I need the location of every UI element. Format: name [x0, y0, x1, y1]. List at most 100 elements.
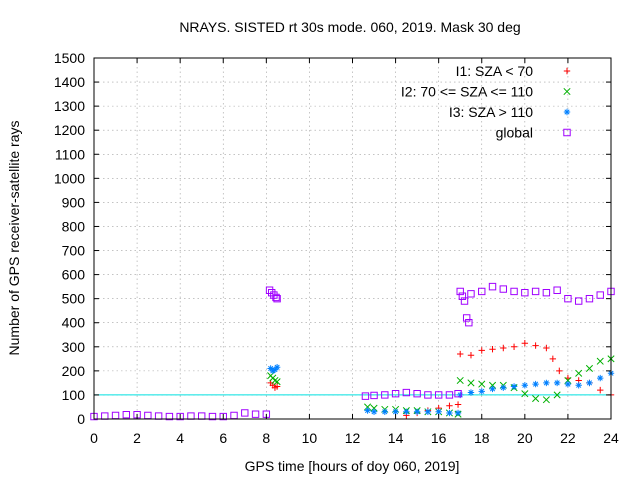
point-global: [478, 287, 486, 296]
point-i3-sza-110: [597, 374, 604, 382]
point-global: [251, 410, 260, 418]
point-global: [454, 390, 462, 398]
y-tick-label: 100: [62, 387, 86, 403]
point-i1-sza-70: [478, 347, 485, 354]
point-global: [381, 391, 389, 399]
point-global: [219, 412, 227, 421]
point-i1-sza-70: [521, 339, 529, 347]
x-tick-label: 24: [603, 430, 619, 446]
point-i1-sza-70: [273, 383, 281, 390]
point-global: [531, 287, 540, 296]
point-i2-70-sza-110: [596, 357, 604, 365]
y-tick-label: 1000: [54, 170, 85, 186]
point-global: [434, 391, 443, 399]
x-tick-label: 16: [431, 430, 447, 446]
point-i3-sza-110: [510, 383, 518, 390]
y-tick-label: 200: [62, 363, 86, 379]
legend-marker: [563, 87, 571, 96]
x-tick-label: 0: [90, 430, 98, 446]
point-i3-sza-110: [500, 384, 507, 391]
point-i3-sza-110: [446, 409, 453, 417]
point-i3-sza-110: [267, 365, 274, 372]
point-global: [574, 297, 583, 305]
point-global: [176, 412, 184, 421]
y-tick-label: 500: [62, 291, 86, 307]
data-points: [90, 282, 615, 421]
point-global: [424, 391, 432, 399]
y-tick-label: 1200: [54, 122, 85, 138]
point-global: [270, 291, 278, 299]
point-i1-sza-70: [556, 367, 563, 375]
point-i3-sza-110: [543, 379, 550, 387]
x-tick-label: 10: [302, 430, 318, 446]
x-tick-label: 22: [560, 430, 576, 446]
point-global: [596, 291, 604, 299]
x-tick-label: 14: [388, 430, 404, 446]
chart-title: NRAYS. SISTED rt 30s mode. 060, 2019. Ma…: [179, 19, 520, 35]
y-tick-label: 700: [62, 243, 86, 259]
point-i3-sza-110: [521, 382, 529, 389]
point-global: [241, 409, 249, 417]
point-i3-sza-110: [370, 408, 378, 415]
point-i3-sza-110: [381, 408, 389, 415]
point-i2-70-sza-110: [271, 376, 279, 385]
y-tick-label: 300: [62, 339, 86, 355]
point-i3-sza-110: [413, 408, 421, 415]
x-axis-ticks: 0 2 4 6 8 10 12 14 16 18 20 22 24: [90, 58, 619, 446]
legend-label: global: [496, 125, 533, 141]
legend-marker: [563, 67, 571, 75]
point-i1-sza-70: [489, 346, 496, 353]
point-global: [273, 294, 281, 303]
point-i3-sza-110: [467, 389, 475, 396]
point-global: [458, 292, 467, 300]
point-i3-sza-110: [435, 408, 442, 415]
legend-marker: [563, 128, 571, 137]
point-i2-70-sza-110: [467, 379, 475, 387]
point-global: [510, 287, 518, 296]
point-global: [445, 391, 454, 399]
y-tick-label: 1500: [54, 50, 85, 66]
legend-marker: [563, 108, 571, 116]
point-i3-sza-110: [273, 364, 281, 371]
point-global: [456, 287, 464, 296]
point-global: [90, 412, 98, 421]
point-global: [122, 410, 131, 419]
point-i3-sza-110: [269, 367, 276, 375]
point-i3-sza-110: [575, 382, 582, 389]
point-i1-sza-70: [532, 342, 539, 349]
x-tick-label: 4: [176, 430, 184, 446]
point-i1-sza-70: [543, 344, 550, 352]
point-i1-sza-70: [500, 344, 507, 352]
point-i2-70-sza-110: [273, 378, 281, 386]
point-i1-sza-70: [446, 402, 453, 409]
y-axis-label: Number of GPS receiver-satellite rays: [6, 121, 22, 356]
point-global: [133, 410, 141, 419]
grid: [94, 58, 611, 419]
point-i1-sza-70: [457, 350, 464, 358]
legend-label: I1: SZA < 70: [456, 63, 534, 79]
point-global: [585, 294, 594, 303]
y-tick-label: 400: [62, 315, 86, 331]
y-tick-label: 900: [62, 194, 86, 210]
x-tick-label: 12: [345, 430, 361, 446]
point-global: [361, 392, 370, 400]
point-i2-70-sza-110: [553, 391, 561, 399]
point-i2-70-sza-110: [456, 376, 464, 385]
legend: I1: SZA < 70 I2: 70 <= SZA <= 110 I3: SZA …: [401, 63, 571, 141]
point-i3-sza-110: [364, 407, 371, 414]
point-i3-sza-110: [457, 391, 464, 399]
point-global: [413, 390, 421, 398]
point-global: [272, 293, 280, 302]
point-i2-70-sza-110: [575, 369, 583, 377]
point-i2-70-sza-110: [532, 394, 540, 403]
x-tick-label: 18: [474, 430, 490, 446]
point-global: [208, 412, 217, 421]
point-global: [521, 288, 529, 297]
point-i3-sza-110: [424, 408, 432, 415]
y-axis-ticks: 0 100 200 300 400 500 600 700 800 900 1000 1100 1200…: [54, 50, 611, 427]
point-global: [462, 314, 471, 322]
point-global: [553, 286, 561, 294]
point-global: [391, 390, 400, 398]
point-global: [607, 287, 615, 296]
